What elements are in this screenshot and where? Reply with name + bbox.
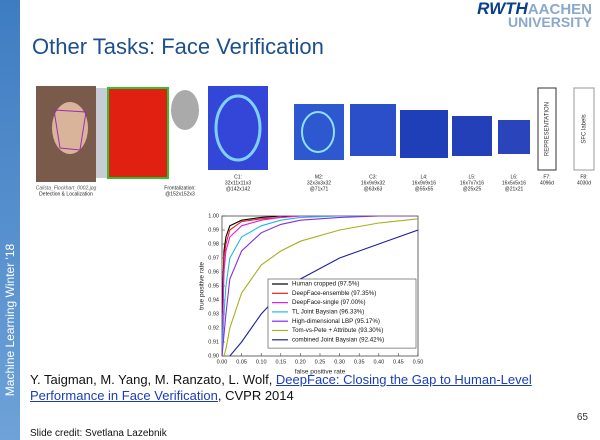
legend-label: High-dimensional LBP (95.17%): [292, 318, 380, 325]
y-tick-label: 0.94: [208, 297, 219, 303]
diagram-label: @142x142: [226, 186, 250, 192]
diagram-label: @21x21: [505, 186, 524, 192]
y-tick-label: 1.00: [208, 213, 219, 219]
y-axis-label: true positive rate: [199, 262, 206, 310]
layer-l6: [498, 120, 530, 154]
layer-l4: [400, 110, 448, 158]
y-tick-label: 0.93: [208, 311, 219, 317]
legend-label: TL Joint Baysian (96.33%): [292, 309, 364, 316]
diagram-label: 4030d: [577, 180, 591, 186]
x-tick-label: 0.05: [236, 359, 247, 365]
x-tick-label: 0.50: [413, 359, 424, 365]
diagram-label: @25x25: [463, 186, 482, 192]
citation: Y. Taigman, M. Yang, M. Ranzato, L. Wolf…: [30, 372, 585, 404]
y-tick-label: 0.98: [208, 241, 219, 247]
legend-label: DeepFace-ensemble (97.35%): [292, 290, 376, 297]
diagram-label: @71x71: [310, 186, 329, 192]
diagram-label: 4096d: [540, 180, 554, 186]
y-tick-label: 0.99: [208, 227, 219, 233]
aligned-face: [108, 88, 168, 178]
page-number: 65: [577, 412, 588, 423]
diagram-label: @152x152x3: [165, 191, 195, 197]
y-tick-label: 0.97: [208, 255, 219, 261]
face-3d-model: [171, 90, 199, 130]
layer-l5: [452, 116, 492, 156]
y-tick-label: 0.96: [208, 269, 219, 275]
x-tick-label: 0.45: [393, 359, 404, 365]
x-tick-label: 0.10: [256, 359, 267, 365]
x-tick-label: 0.40: [373, 359, 384, 365]
y-tick-label: 0.91: [208, 339, 219, 345]
x-tick-label: 0.15: [275, 359, 286, 365]
legend-label: combined Joint Baysian (92.42%): [292, 336, 384, 343]
diagram-label: REPRESENTATION: [545, 102, 551, 156]
y-tick-label: 0.95: [208, 283, 219, 289]
legend-label: DeepFace-single (97.00%): [292, 299, 366, 306]
slide-credit: Slide credit: Svetlana Lazebnik: [30, 428, 167, 439]
x-tick-label: 0.00: [217, 359, 228, 365]
legend-label: Tom-vs-Pete + Attribute (93.30%): [292, 327, 383, 334]
x-tick-label: 0.20: [295, 359, 306, 365]
diagram-label: SFC labels: [582, 114, 588, 143]
legend-label: Human cropped (97.5%): [292, 281, 359, 288]
layer-c3: [350, 104, 396, 156]
diagram-label: @63x63: [364, 186, 383, 192]
x-tick-label: 0.30: [334, 359, 345, 365]
x-tick-label: 0.35: [354, 359, 365, 365]
diagram-label: Detection & Localization: [39, 191, 93, 197]
citation-text: , CVPR 2014: [218, 388, 294, 403]
citation-text: Y. Taigman, M. Yang, M. Ranzato, L. Wolf…: [30, 372, 276, 387]
diagram-label: @55x55: [415, 186, 434, 192]
y-tick-label: 0.92: [208, 325, 219, 331]
x-tick-label: 0.25: [315, 359, 326, 365]
slide: Machine Learning Winter '18 Other Tasks:…: [0, 0, 600, 440]
